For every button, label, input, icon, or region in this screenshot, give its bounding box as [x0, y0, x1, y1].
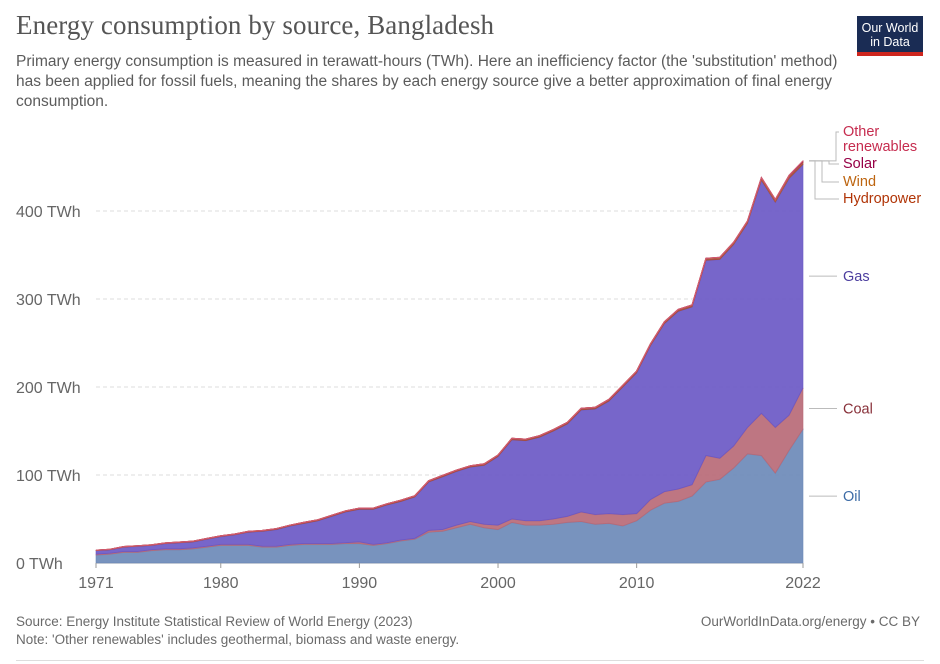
leader-other-renewables	[809, 131, 839, 162]
series-label-solar[interactable]: Solar	[843, 156, 877, 172]
chart-title: Energy consumption by source, Bangladesh	[16, 10, 495, 40]
x-tick-label: 2022	[785, 575, 821, 592]
x-tick-label: 2000	[480, 575, 516, 592]
y-tick-label: 0 TWh	[16, 556, 63, 573]
x-axis: 1971 1980 1990 2000 2010 2022	[78, 563, 821, 592]
owid-logo[interactable]: Our World in Data	[857, 16, 923, 56]
series-label-line: renewables	[843, 139, 917, 155]
x-tick-label: 1971	[78, 575, 114, 592]
y-axis: 0 TWh 100 TWh 200 TWh 300 TWh 400 TWh	[16, 204, 81, 573]
series-label-other-renewables[interactable]: Other renewables	[843, 124, 917, 155]
x-tick-label: 1980	[203, 575, 239, 592]
series-label-wind[interactable]: Wind	[843, 174, 876, 190]
y-tick-label: 100 TWh	[16, 468, 81, 485]
credit-link[interactable]: OurWorldInData.org/energy • CC BY	[700, 614, 920, 629]
logo-line-1: Our World	[861, 21, 919, 35]
logo-line-2: in Data	[870, 35, 910, 49]
y-tick-label: 200 TWh	[16, 380, 81, 397]
x-tick-label: 1990	[342, 575, 378, 592]
series-label-gas[interactable]: Gas	[843, 269, 870, 285]
y-tick-label: 400 TWh	[16, 204, 81, 221]
y-tick-label: 300 TWh	[16, 292, 81, 309]
note-text: Note: 'Other renewables' includes geothe…	[16, 632, 460, 647]
area-edge-other-renewables	[95, 160, 804, 551]
footer-divider	[16, 660, 924, 661]
series-label-oil[interactable]: Oil	[843, 489, 861, 505]
series-label-coal[interactable]: Coal	[843, 402, 873, 418]
chart-subtitle: Primary energy consumption is measured i…	[16, 53, 838, 110]
x-tick-label: 2010	[619, 575, 655, 592]
area-series[interactable]	[95, 160, 804, 564]
source-text[interactable]: Source: Energy Institute Statistical Rev…	[16, 614, 413, 629]
leader-hydropower	[809, 160, 839, 200]
series-label-hydropower[interactable]: Hydropower	[843, 191, 921, 207]
series-label-line: Other	[843, 124, 879, 140]
